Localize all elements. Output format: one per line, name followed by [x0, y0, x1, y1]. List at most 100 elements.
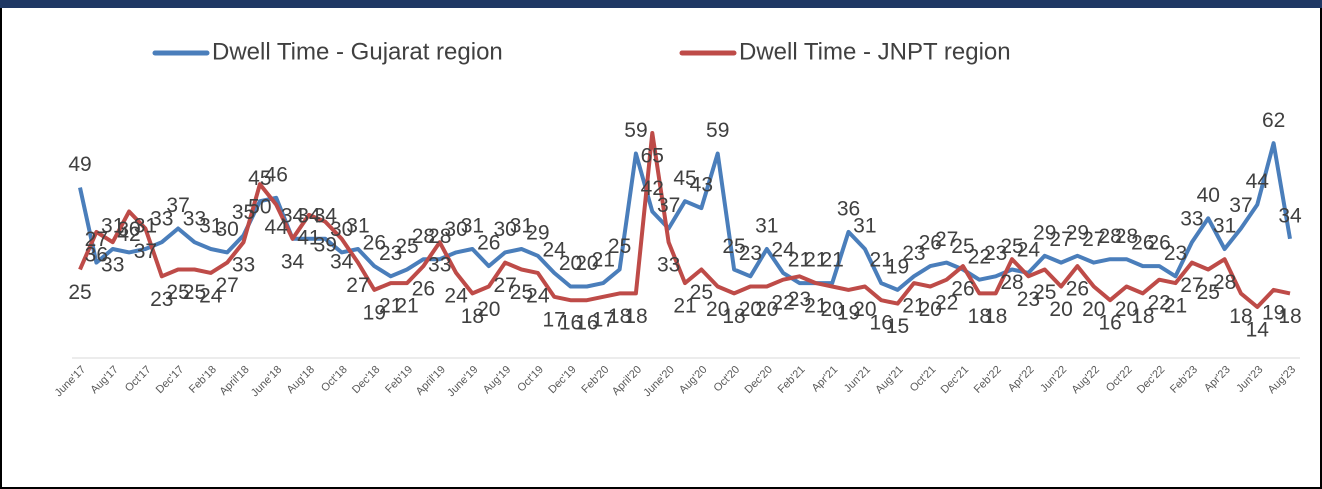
data-label: 20 — [919, 298, 942, 321]
data-label: 18 — [1229, 305, 1252, 328]
data-label: 42 — [117, 223, 140, 246]
data-label: 45 — [248, 167, 271, 190]
data-label: 21 — [870, 249, 893, 272]
data-label: 14 — [1246, 319, 1270, 342]
data-label: 33 — [183, 208, 206, 231]
data-label: 16 — [1098, 312, 1121, 335]
data-label: 18 — [1278, 305, 1301, 328]
data-label: 20 — [706, 298, 729, 321]
data-label: 31 — [510, 215, 533, 238]
data-label: 18 — [1131, 305, 1154, 328]
data-label: 34 — [281, 204, 305, 227]
data-label: 21 — [804, 249, 827, 272]
data-label: 26 — [919, 232, 942, 255]
data-label: 33 — [657, 254, 680, 277]
data-label: 25 — [1197, 281, 1220, 304]
data-label: 20 — [575, 252, 598, 275]
data-label: 26 — [1066, 278, 1089, 301]
data-label: 25 — [1000, 235, 1023, 258]
data-label: 22 — [968, 245, 991, 268]
data-label: 27 — [1180, 274, 1203, 297]
data-label: 36 — [85, 243, 108, 266]
data-label: 33 — [232, 254, 255, 277]
data-label: 17 — [592, 308, 615, 331]
data-label: 23 — [739, 242, 762, 265]
data-label: 30 — [444, 218, 467, 241]
data-label: 44 — [1246, 170, 1270, 193]
data-label: 19 — [837, 301, 860, 324]
data-label: 44 — [265, 216, 289, 239]
data-label: 31 — [853, 215, 876, 238]
data-label: 20 — [755, 298, 778, 321]
data-label: 31 — [346, 215, 369, 238]
data-label: 16 — [575, 312, 598, 335]
data-label: 59 — [624, 119, 647, 142]
data-label: 20 — [1115, 298, 1138, 321]
data-label: 27 — [1049, 228, 1072, 251]
data-label: 31 — [199, 215, 222, 238]
data-label: 34 — [1278, 204, 1302, 227]
header-band — [0, 0, 1322, 8]
data-label: 25 — [690, 281, 713, 304]
data-label: 25 — [1033, 281, 1056, 304]
data-label: 31 — [101, 215, 124, 238]
data-label: 28 — [1098, 225, 1121, 248]
data-label: 24 — [1017, 238, 1041, 261]
data-label: 18 — [624, 305, 647, 328]
data-label: 21 — [788, 249, 811, 272]
data-label: 23 — [984, 242, 1007, 265]
data-label: 26 — [363, 232, 386, 255]
legend-label: Dwell Time - JNPT region — [739, 38, 1011, 65]
data-label: 28 — [428, 225, 451, 248]
data-label: 26 — [951, 278, 974, 301]
data-label: 27 — [493, 274, 516, 297]
data-label: 62 — [1262, 109, 1285, 132]
data-label: 27 — [85, 228, 108, 251]
data-label: 26 — [1131, 232, 1154, 255]
data-label: 20 — [820, 298, 843, 321]
data-label: 16 — [870, 312, 893, 335]
data-label: 21 — [1164, 295, 1187, 318]
data-label: 30 — [493, 218, 516, 241]
data-label: 25 — [722, 235, 745, 258]
data-label: 18 — [722, 305, 745, 328]
data-label: 34 — [314, 204, 338, 227]
data-label: 21 — [673, 295, 696, 318]
data-label: 16 — [559, 312, 582, 335]
data-label: 23 — [150, 288, 173, 311]
data-label: 31 — [755, 215, 778, 238]
data-label: 43 — [690, 174, 713, 197]
data-label: 21 — [804, 295, 827, 318]
data-label: 25 — [608, 235, 631, 258]
data-label: 24 — [444, 284, 468, 307]
data-label: 29 — [1066, 221, 1089, 244]
data-label: 25 — [68, 281, 91, 304]
data-label: 18 — [984, 305, 1007, 328]
data-label: 23 — [902, 242, 925, 265]
data-label: 42 — [641, 177, 664, 200]
data-label: 15 — [886, 315, 909, 338]
data-label: 21 — [820, 249, 843, 272]
data-label: 21 — [395, 295, 418, 318]
data-label: 59 — [706, 119, 729, 142]
data-label: 18 — [968, 305, 991, 328]
data-label: 28 — [1115, 225, 1138, 248]
data-label: 22 — [771, 291, 794, 314]
legend-label: Dwell Time - Gujarat region — [212, 38, 503, 65]
data-label: 20 — [853, 298, 876, 321]
data-label: 31 — [461, 215, 484, 238]
data-label: 29 — [526, 221, 549, 244]
data-label: 19 — [363, 301, 386, 324]
data-label: 45 — [673, 167, 696, 190]
data-label: 23 — [788, 288, 811, 311]
data-label: 37 — [657, 194, 680, 217]
data-label: 26 — [477, 232, 500, 255]
data-label: 27 — [935, 228, 958, 251]
data-label: 20 — [1082, 298, 1105, 321]
data-label: 24 — [526, 284, 550, 307]
data-label: 33 — [428, 254, 451, 277]
data-label: 27 — [346, 274, 369, 297]
data-label: 25 — [510, 281, 533, 304]
